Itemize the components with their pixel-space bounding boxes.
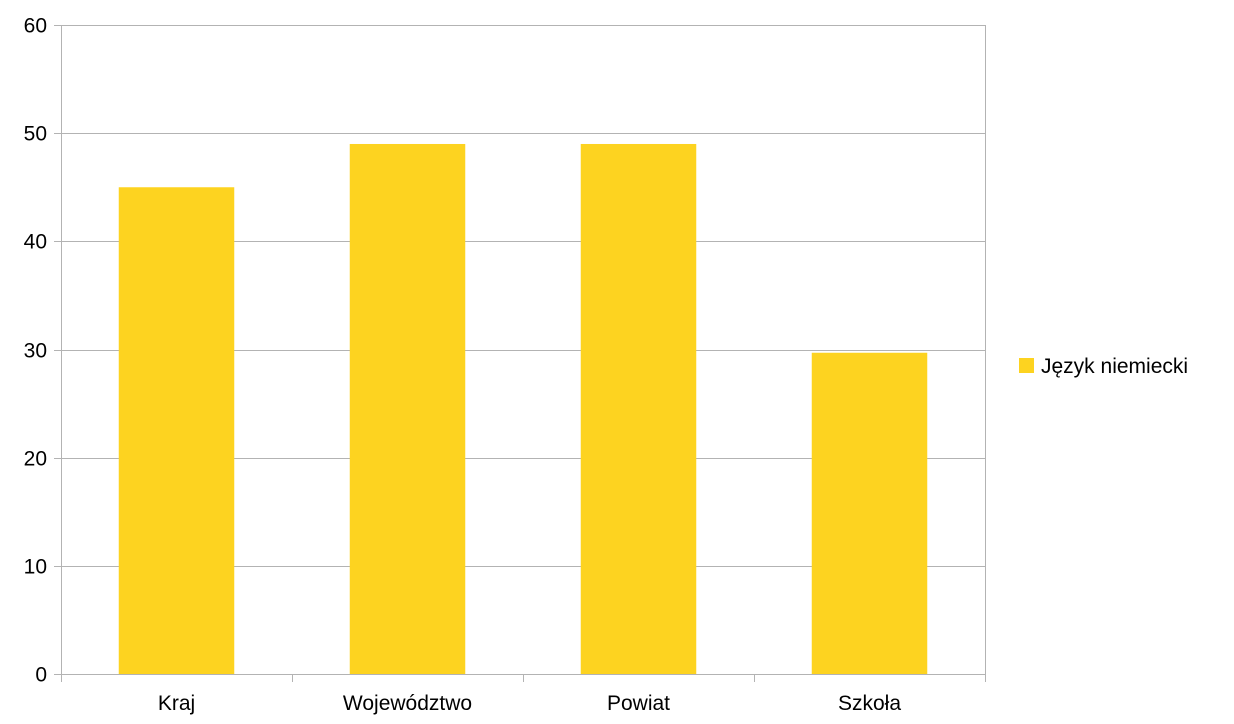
y-tick-label: 40 [24, 231, 47, 254]
x-category-label: Województwo [343, 692, 472, 715]
y-tick-label: 10 [24, 556, 47, 579]
legend-swatch [1019, 358, 1034, 373]
y-tick-label: 0 [35, 664, 47, 687]
y-tick-label: 20 [24, 448, 47, 471]
legend: Język niemiecki [1019, 355, 1188, 378]
bars [118, 143, 928, 674]
x-category-label: Powiat [607, 692, 670, 715]
bar-województwo [349, 143, 466, 674]
y-tick-label: 50 [24, 123, 47, 146]
bar-szkoła [811, 352, 928, 674]
x-tick-labels: Kraj Województwo Powiat Szkoła [158, 692, 902, 715]
legend-label: Język niemiecki [1041, 355, 1188, 378]
bar-kraj [118, 187, 235, 674]
bar-powiat [580, 143, 697, 674]
y-tick-label: 30 [24, 340, 47, 363]
x-category-label: Szkoła [838, 692, 901, 715]
axes [61, 25, 986, 682]
x-category-label: Kraj [158, 692, 195, 715]
y-tick-label: 60 [24, 15, 47, 38]
y-tick-labels: 0 10 20 30 40 50 60 [24, 15, 47, 687]
